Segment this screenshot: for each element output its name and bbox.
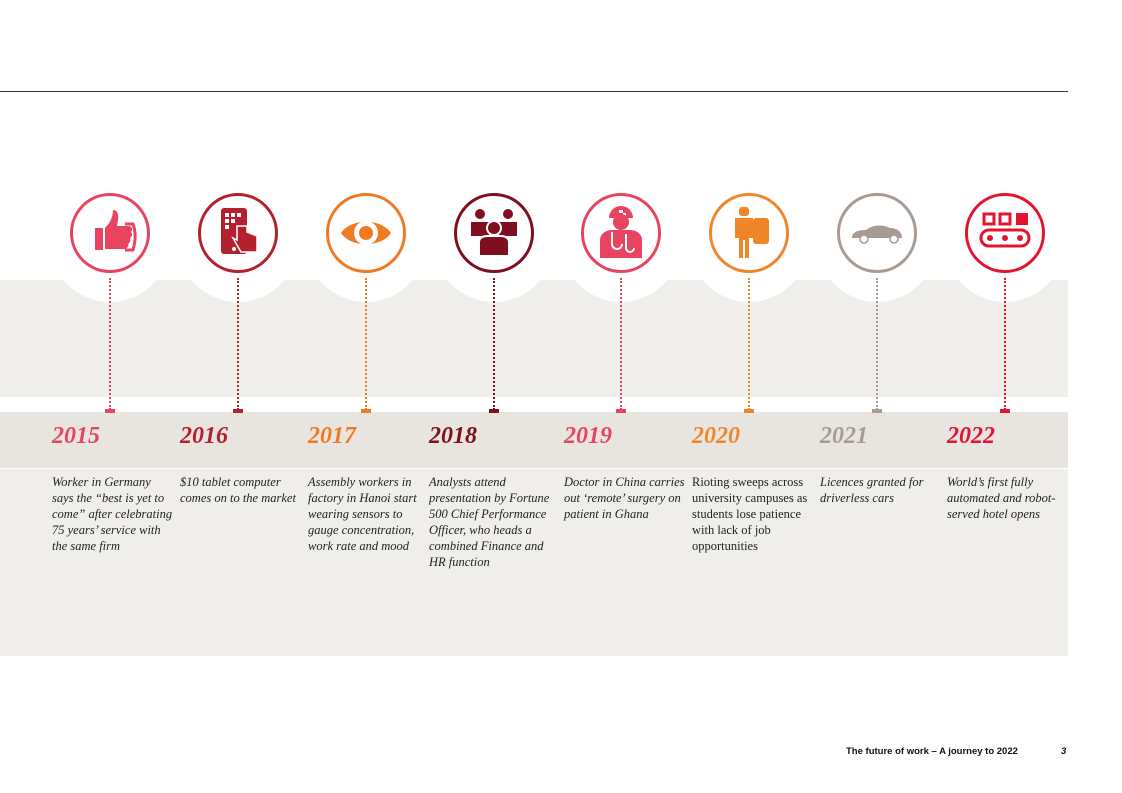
dotted-connector — [620, 278, 622, 410]
milestone-description: Doctor in China carries out ‘remote’ sur… — [564, 475, 685, 521]
milestone-year: 2021 — [820, 423, 868, 449]
dotted-connector — [748, 278, 750, 410]
milestone-description: $10 tablet computer comes on to the mark… — [180, 475, 296, 505]
timeline-marker — [361, 409, 371, 413]
milestone-icon-circle — [326, 193, 406, 273]
milestone-year: 2022 — [947, 423, 995, 449]
timeline-marker — [105, 409, 115, 413]
year-band — [0, 412, 1068, 468]
timeline-marker — [872, 409, 882, 413]
dotted-connector — [493, 278, 495, 410]
dotted-connector — [109, 278, 111, 410]
milestone-icon-circle — [70, 193, 150, 273]
timeline-marker — [744, 409, 754, 413]
dotted-connector — [1004, 278, 1006, 410]
header-rule — [0, 91, 1068, 92]
milestone-description: World’s first fully automated and robot-… — [947, 475, 1056, 521]
milestone-year: 2018 — [429, 423, 477, 449]
eye-icon — [341, 221, 391, 245]
dotted-connector — [876, 278, 878, 410]
milestone-year: 2019 — [564, 423, 612, 449]
description-band — [0, 469, 1068, 656]
tablet-touch-icon — [221, 208, 258, 254]
timeline-marker — [616, 409, 626, 413]
milestone-description: Assembly workers in factory in Hanoi sta… — [308, 475, 417, 553]
milestone-description: Worker in Germany says the “best is yet … — [52, 475, 173, 553]
timeline-marker — [233, 409, 243, 413]
dotted-connector — [237, 278, 239, 410]
milestone-year: 2016 — [180, 423, 228, 449]
milestone-icon-circle — [581, 193, 661, 273]
milestone-icon-circle — [198, 193, 278, 273]
dotted-connector — [365, 278, 367, 410]
thumbs-up-icon — [95, 210, 137, 252]
milestone-icon-circle — [837, 193, 917, 273]
milestone-description: Licences granted for driverless cars — [820, 475, 924, 505]
milestone-icon-circle — [709, 193, 789, 273]
group-people-icon — [471, 209, 517, 257]
timeline-marker — [1000, 409, 1010, 413]
student-backpack-icon — [735, 207, 769, 258]
conveyor-robot-icon — [979, 212, 1031, 248]
milestone-description: Analysts attend presentation by Fortune … — [429, 475, 550, 569]
footer-title: The future of work – A journey to 2022 — [846, 746, 1018, 757]
milestone-year: 2015 — [52, 423, 100, 449]
milestone-icon-circle — [454, 193, 534, 273]
timeline-background — [0, 280, 1068, 397]
milestone-icon-circle — [965, 193, 1045, 273]
milestone-description: Rioting sweeps across university campuse… — [692, 475, 808, 553]
page-number: 3 — [1061, 746, 1067, 757]
car-icon — [852, 225, 902, 244]
milestone-year: 2017 — [308, 423, 356, 449]
doctor-icon — [600, 206, 642, 258]
milestone-year: 2020 — [692, 423, 740, 449]
timeline-marker — [489, 409, 499, 413]
